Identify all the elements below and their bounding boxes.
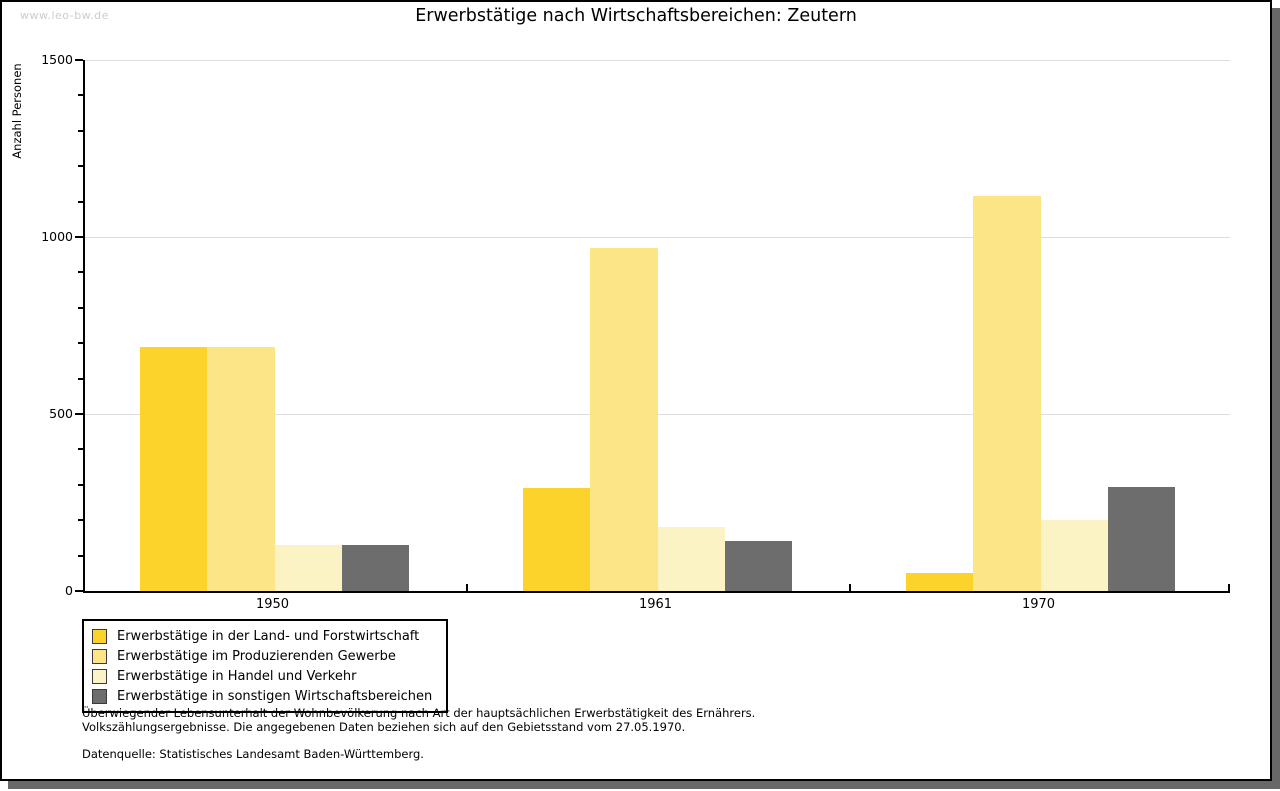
- y-tick-minor: [78, 306, 83, 309]
- x-tick: [466, 584, 468, 591]
- x-tick: [849, 584, 851, 591]
- y-tick-label: 1000: [41, 229, 73, 244]
- x-category-label-1970: 1970: [1021, 597, 1056, 612]
- legend-item-2: Erwerbstätige im Produzierenden Gewerbe: [92, 646, 432, 666]
- footnote-source: Datenquelle: Statistisches Landesamt Bad…: [82, 747, 424, 761]
- bar-1970-series-4: [1107, 487, 1175, 591]
- y-tick-major: [75, 59, 83, 61]
- legend-label: Erwerbstätige in der Land- und Forstwirt…: [117, 628, 420, 644]
- bar-1970-series-1: [906, 573, 974, 591]
- y-tick-minor: [78, 271, 83, 274]
- footnote-line-1: Überwiegender Lebensunterhalt der Wohnbe…: [82, 706, 756, 720]
- x-category-label-1950: 1950: [255, 597, 290, 612]
- footnotes: Überwiegender Lebensunterhalt der Wohnbe…: [82, 706, 756, 762]
- legend-label: Erwerbstätige in Handel und Verkehr: [117, 668, 357, 684]
- bar-1961-series-1: [523, 488, 591, 591]
- legend-label: Erwerbstätige in sonstigen Wirtschaftsbe…: [117, 688, 433, 704]
- chart-title: Erwerbstätige nach Wirtschaftsbereichen:…: [415, 6, 857, 26]
- gridline-500: [85, 414, 1230, 415]
- legend-item-1: Erwerbstätige in der Land- und Forstwirt…: [92, 626, 432, 646]
- y-axis-label: Anzahl Personen: [10, 63, 24, 159]
- y-tick-minor: [78, 129, 83, 132]
- plot-area: 0 500 1000 1500: [41, 52, 1230, 598]
- bar-1970-series-2: [973, 196, 1041, 591]
- y-tick-major: [75, 590, 83, 592]
- bar-1961-series-2: [590, 248, 658, 591]
- y-tick-minor: [78, 377, 83, 380]
- y-tick-minor: [78, 519, 83, 522]
- y-tick-label: 1500: [41, 52, 73, 67]
- bar-1961-series-3: [657, 527, 725, 591]
- legend-swatch-icon: [92, 628, 107, 644]
- y-tick-minor: [78, 165, 83, 168]
- y-tick-major: [75, 236, 83, 238]
- y-tick-minor: [78, 200, 83, 203]
- legend-swatch-icon: [92, 688, 107, 704]
- y-tick-minor: [78, 554, 83, 557]
- legend-label: Erwerbstätige im Produzierenden Gewerbe: [117, 648, 396, 664]
- legend: Erwerbstätige in der Land- und Forstwirt…: [82, 619, 449, 713]
- x-tick: [1228, 584, 1230, 591]
- y-tick-minor: [78, 448, 83, 451]
- y-tick-major: [75, 413, 83, 415]
- gridline-1000: [85, 237, 1230, 238]
- legend-swatch-icon: [92, 648, 107, 664]
- y-tick-label: 0: [65, 583, 73, 598]
- legend-swatch-icon: [92, 668, 107, 684]
- bar-1950-series-1: [140, 347, 208, 591]
- footnote-line-2: Volkszählungsergebnisse. Die angegebenen…: [82, 719, 686, 734]
- gridline-1500: [85, 60, 1230, 61]
- watermark: www.leo-bw.de: [20, 9, 109, 22]
- bar-1950-series-2: [207, 347, 275, 591]
- bar-1950-series-3: [274, 545, 342, 591]
- bar-1970-series-3: [1040, 520, 1108, 591]
- y-tick-minor: [78, 342, 83, 345]
- y-tick-label: 500: [49, 406, 73, 421]
- bar-1961-series-4: [724, 541, 792, 591]
- y-tick-minor: [78, 483, 83, 486]
- legend-item-3: Erwerbstätige in Handel und Verkehr: [92, 666, 432, 686]
- x-category-label-1961: 1961: [638, 597, 673, 612]
- legend-item-4: Erwerbstätige in sonstigen Wirtschaftsbe…: [92, 686, 432, 706]
- bar-1950-series-4: [341, 545, 409, 591]
- y-tick-minor: [78, 94, 83, 97]
